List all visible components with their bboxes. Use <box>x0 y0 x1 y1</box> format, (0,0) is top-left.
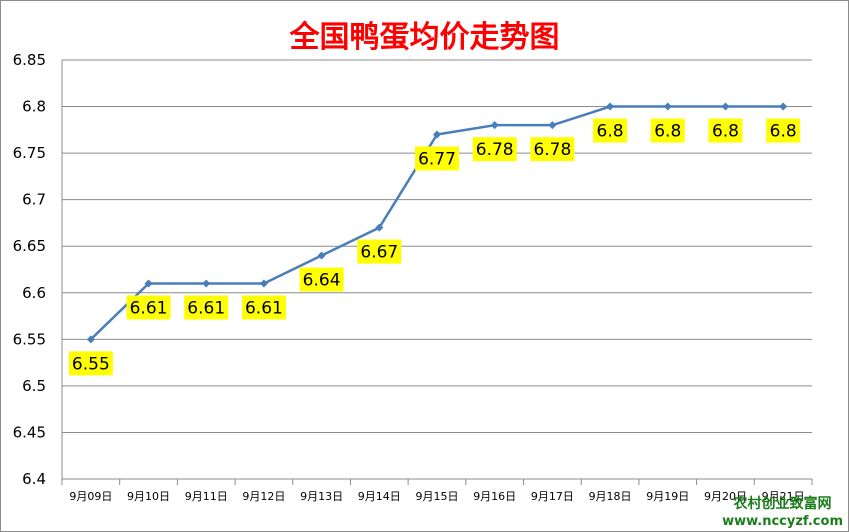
y-tick-label: 6.75 <box>13 144 46 162</box>
data-label: 6.64 <box>303 271 341 291</box>
x-tick-label: 9月18日 <box>589 490 632 503</box>
data-label-bg <box>126 295 171 320</box>
chart-title: 全国鸭蛋均价走势图 <box>289 20 560 55</box>
data-label: 6.77 <box>418 149 456 169</box>
y-tick-label: 6.7 <box>22 191 46 209</box>
data-point <box>259 279 268 288</box>
data-label-bg <box>241 295 286 320</box>
data-label: 6.55 <box>72 354 110 374</box>
data-point <box>317 251 326 260</box>
data-label: 6.61 <box>187 298 225 318</box>
data-point <box>721 102 730 111</box>
y-tick-label: 6.6 <box>22 284 46 302</box>
data-point <box>663 102 672 111</box>
data-label-bg <box>415 146 459 171</box>
data-point <box>606 102 615 111</box>
data-label-bg <box>68 351 113 376</box>
y-tick-label: 6.85 <box>13 51 46 69</box>
x-tick-label: 9月10日 <box>127 490 170 503</box>
x-tick-label: 9月12日 <box>242 490 285 503</box>
y-tick-label: 6.8 <box>22 98 46 116</box>
data-label-bg <box>650 118 685 143</box>
data-label: 6.78 <box>476 140 514 160</box>
x-tick-label: 9月11日 <box>185 490 228 503</box>
data-label: 6.8 <box>597 122 624 142</box>
data-label-bg <box>708 118 743 143</box>
data-point <box>86 335 95 344</box>
x-tick-label: 9月20日 <box>704 490 747 503</box>
data-label: 6.8 <box>712 122 739 142</box>
data-label: 6.78 <box>533 140 571 160</box>
x-tick-label: 9月13日 <box>300 490 343 503</box>
data-point <box>375 223 384 232</box>
y-tick-label: 6.5 <box>22 377 46 395</box>
data-point <box>433 130 441 139</box>
data-label-bg <box>472 137 517 162</box>
x-tick-label: 9月16日 <box>473 490 516 503</box>
data-label: 6.8 <box>654 122 681 142</box>
x-tick-label: 9月15日 <box>416 490 459 503</box>
data-label: 6.67 <box>360 243 398 263</box>
x-tick-label: 9月17日 <box>531 490 574 503</box>
data-label-bg <box>357 239 402 264</box>
data-point <box>779 102 788 111</box>
data-point <box>202 279 211 288</box>
y-tick-label: 6.45 <box>13 423 46 441</box>
y-tick-label: 6.4 <box>22 470 46 488</box>
data-label-bg <box>593 118 628 143</box>
y-tick-label: 6.55 <box>13 330 46 348</box>
data-point <box>490 121 499 130</box>
watermark-site-url: www.nccyzf.com <box>722 514 843 529</box>
data-label: 6.61 <box>130 298 168 318</box>
x-tick-label: 9月19日 <box>646 490 689 503</box>
data-label-bg <box>530 137 575 162</box>
data-label: 6.61 <box>245 298 283 318</box>
x-tick-label: 9月14日 <box>358 490 401 503</box>
data-point <box>144 279 153 288</box>
x-tick-label: 9月09日 <box>69 490 112 503</box>
watermark-site-name: 农村创业致富网 <box>733 496 832 512</box>
site-watermark: 农村创业致富网 www.nccyzf.com <box>722 496 843 530</box>
y-tick-label: 6.65 <box>13 237 46 255</box>
data-label: 6.8 <box>770 122 797 142</box>
data-point <box>548 121 557 130</box>
data-label-bg <box>184 295 229 320</box>
x-tick-label: 9月21日 <box>762 490 805 503</box>
data-label-bg <box>299 267 344 292</box>
data-label-bg <box>766 118 801 143</box>
